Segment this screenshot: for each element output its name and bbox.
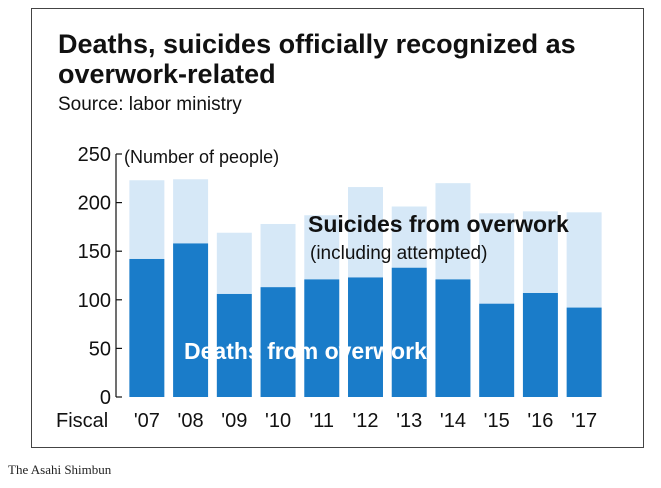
x-tick-label: '14: [440, 410, 466, 432]
bar-deaths: [348, 277, 383, 397]
chart-frame: Deaths, suicides officially recognized a…: [31, 8, 644, 448]
x-tick-label: '11: [309, 410, 334, 432]
y-tick-label: 50: [89, 338, 111, 360]
y-tick-label: 150: [78, 241, 111, 263]
bar-deaths: [435, 279, 471, 397]
bar-suicides: [173, 179, 209, 244]
bar-deaths: [216, 293, 252, 397]
chart-source: Source: labor ministry: [58, 94, 242, 115]
bar-suicides: [435, 183, 471, 280]
bar-suicides: [260, 223, 296, 288]
bar-deaths: [260, 287, 296, 397]
y-axis: 0 50 100 150 200 250: [78, 144, 122, 409]
x-tick-label: '07: [134, 410, 160, 432]
bar-suicides: [304, 215, 340, 280]
x-tick-label: '10: [265, 410, 291, 432]
bar-deaths: [479, 303, 515, 397]
bar-suicides: [216, 232, 252, 294]
x-axis-prefix: Fiscal: [56, 410, 108, 432]
x-tick-label: '15: [484, 410, 510, 432]
deaths-annotation: Deaths from overwork: [184, 338, 427, 364]
bar-suicides: [129, 180, 165, 259]
chart-title-line2: overwork-related: [58, 59, 276, 89]
y-tick-label: 0: [100, 387, 111, 409]
bar-deaths: [522, 292, 558, 397]
bar-deaths: [304, 279, 340, 397]
x-tick-label: '09: [221, 410, 247, 432]
bars: [129, 179, 602, 397]
unit-label: (Number of people): [124, 147, 279, 167]
y-tick-label: 250: [78, 144, 111, 166]
bar-deaths: [566, 307, 602, 397]
bar-deaths: [173, 243, 209, 397]
x-tick-label: '12: [352, 410, 378, 432]
credit-text: The Asahi Shimbun: [8, 462, 112, 477]
chart-svg: Deaths, suicides officially recognized a…: [56, 29, 602, 432]
x-tick-label: '16: [527, 410, 553, 432]
bar-suicides: [522, 211, 558, 293]
x-tick-label: '08: [178, 410, 204, 432]
bar-suicides: [391, 206, 427, 268]
x-tick-label: '13: [396, 410, 422, 432]
y-tick-label: 100: [78, 290, 111, 312]
bar-deaths: [391, 267, 427, 397]
chart-title-line1: Deaths, suicides officially recognized a…: [58, 29, 576, 59]
bar-suicides: [566, 212, 602, 308]
y-tick-label: 200: [78, 193, 111, 215]
x-tick-label: '17: [571, 410, 597, 432]
bar-suicides: [348, 187, 383, 278]
bar-suicides: [479, 213, 515, 304]
bar-deaths: [129, 258, 165, 397]
suicides-annotation: Suicides from overwork: [308, 211, 569, 237]
x-axis-labels: '07 '08 '09 '10 '11 '12 '13 '14 '15 '16 '17: [134, 410, 597, 432]
suicides-annotation-sub: (including attempted): [310, 243, 487, 264]
